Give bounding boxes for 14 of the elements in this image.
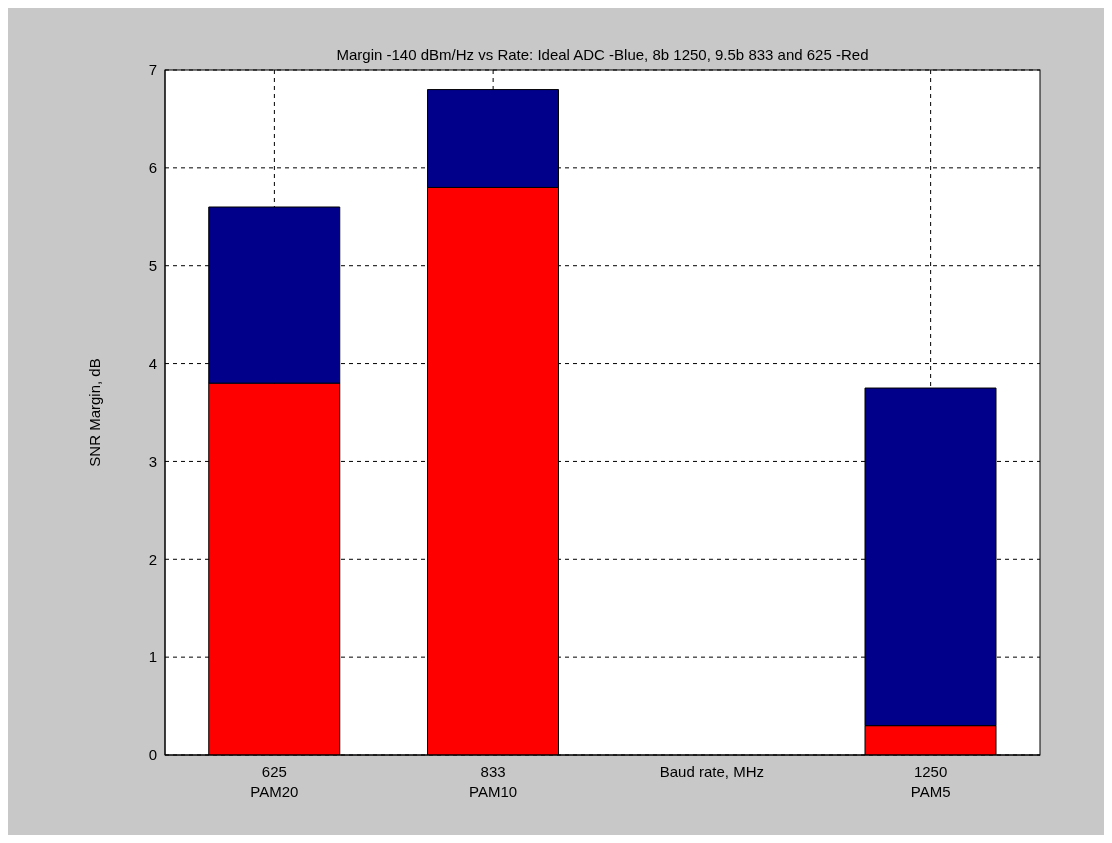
- y-axis-title: SNR Margin, dB: [86, 358, 104, 467]
- chart-title: Margin -140 dBm/Hz vs Rate: Ideal ADC -Blue, 8b 1250, 9.5b 833 and 625 -Red: [336, 46, 869, 63]
- y-tick-label: 3: [148, 452, 157, 470]
- y-tick-label: 4: [148, 354, 157, 372]
- x-tick-label: 833 PAM10: [469, 763, 518, 800]
- x-axis-title: Baud rate, MHz: [659, 763, 764, 780]
- y-tick-label: 7: [148, 61, 157, 79]
- y-tick-label: 1: [148, 648, 157, 666]
- y-tick-label: 5: [148, 257, 157, 275]
- x-tick-label: 625 PAM20: [250, 763, 299, 800]
- y-tick-label: 0: [148, 746, 157, 764]
- y-tick-label: 2: [148, 550, 157, 568]
- x-tick-label: 1250 PAM5: [910, 763, 951, 800]
- y-tick-label: 6: [148, 159, 157, 177]
